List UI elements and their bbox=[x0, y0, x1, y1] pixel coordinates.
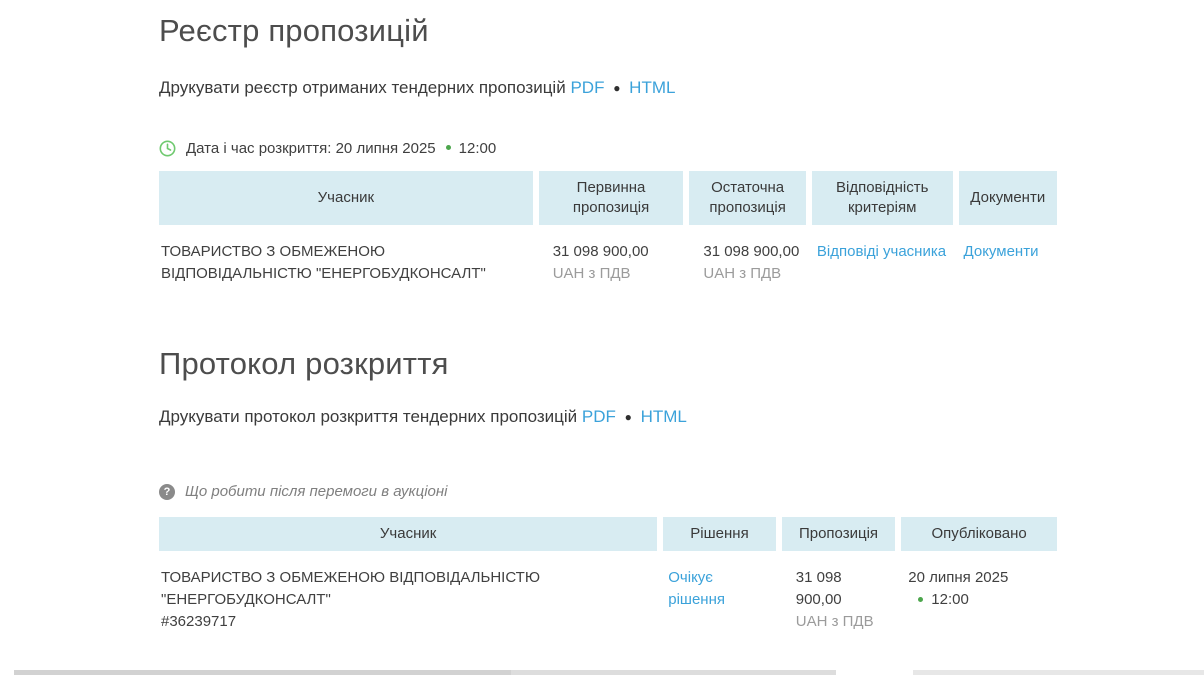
registry-print-text: Друкувати реєстр отриманих тендерних про… bbox=[159, 78, 566, 97]
col-header-documents: Документи bbox=[958, 171, 1057, 225]
auction-help-line: ? Що робити після перемоги в аукціоні bbox=[159, 483, 1064, 500]
auction-help-link[interactable]: Що робити після перемоги в аукціоні bbox=[185, 483, 448, 500]
col-header-criteria: Відповідність критеріям bbox=[811, 171, 953, 225]
time-bullet-icon bbox=[918, 596, 924, 602]
scrollbar-track-segment bbox=[511, 670, 836, 675]
horizontal-scrollbar bbox=[0, 670, 1204, 675]
registry-title: Реєстр пропозицій bbox=[159, 13, 429, 48]
scrollbar-track-segment bbox=[913, 670, 1204, 675]
proposal-vat: UAH з ПДВ bbox=[795, 613, 874, 630]
main-content: Реєстр пропозицій Друкувати реєстр отрим… bbox=[159, 0, 1064, 649]
final-amount: 31 098 900,00 bbox=[703, 243, 800, 260]
col-header-decision: Рішення bbox=[663, 517, 776, 551]
col-header-participant: Учасник bbox=[159, 517, 658, 551]
protocol-print-line: Друкувати протокол розкриття тендерних п… bbox=[159, 407, 1064, 427]
scrollbar-thumb[interactable] bbox=[14, 670, 511, 675]
final-proposal-cell: 31 098 900,00 UAH з ПДВ bbox=[689, 225, 806, 301]
participant-code: #36239717 bbox=[161, 613, 237, 630]
col-header-participant: Учасник bbox=[159, 171, 533, 225]
protocol-html-link[interactable]: HTML bbox=[640, 407, 687, 426]
disclosure-protocol-table: Учасник Рішення Пропозиція Опубліковано … bbox=[153, 517, 1063, 649]
participant-name: ТОВАРИСТВО З ОБМЕЖЕНОЮ ВІДПОВІДАЛЬНІСТЮ … bbox=[161, 569, 540, 608]
registry-print-line: Друкувати реєстр отриманих тендерних про… bbox=[159, 78, 1064, 98]
proposal-amount: 31 098 900,00 bbox=[795, 569, 842, 608]
table-row: ТОВАРИСТВО З ОБМЕЖЕНОЮ ВІДПОВІДАЛЬНІСТЮ … bbox=[159, 551, 1057, 649]
decision-cell: Очікує рішення bbox=[663, 551, 776, 649]
disclosure-date: 20 липня 2025 bbox=[335, 140, 436, 157]
participant-cell: ТОВАРИСТВО З ОБМЕЖЕНОЮ ВІДПОВІДАЛЬНІСТЮ … bbox=[159, 551, 657, 649]
published-time-line: 12:00 bbox=[918, 589, 1051, 611]
final-vat: UAH з ПДВ bbox=[703, 265, 782, 282]
col-header-final-proposal: Остаточна пропозиція bbox=[689, 171, 806, 225]
initial-proposal-cell: 31 098 900,00 UAH з ПДВ bbox=[539, 225, 684, 301]
col-header-initial-proposal: Первинна пропозиція bbox=[538, 171, 684, 225]
question-icon: ? bbox=[159, 483, 175, 500]
published-time: 12:00 bbox=[931, 591, 969, 608]
bullet-separator-icon: ● bbox=[624, 410, 632, 424]
table-row: ТОВАРИСТВО З ОБМЕЖЕНОЮ ВІДПОВІДАЛЬНІСТЮ … bbox=[159, 225, 1057, 301]
disclosure-datetime: Дата і час розкриття: 20 липня 2025 12:0… bbox=[159, 140, 1064, 157]
col-header-proposal: Пропозиція bbox=[781, 517, 896, 551]
bullet-separator-icon: ● bbox=[613, 81, 621, 95]
clock-icon bbox=[159, 140, 176, 157]
decision-status-link[interactable]: Очікує рішення bbox=[668, 569, 725, 608]
table-header-row: Учасник Рішення Пропозиція Опубліковано bbox=[159, 517, 1057, 551]
protocol-print-text: Друкувати протокол розкриття тендерних п… bbox=[159, 407, 578, 426]
criteria-cell: Відповіді учасника bbox=[812, 225, 953, 301]
proposal-cell: 31 098 900,00 UAH з ПДВ bbox=[782, 551, 896, 649]
registry-pdf-link[interactable]: PDF bbox=[570, 78, 605, 97]
proposals-register-table: Учасник Первинна пропозиція Остаточна пр… bbox=[153, 171, 1063, 301]
protocol-title: Протокол розкриття bbox=[159, 346, 449, 381]
disclosure-label: Дата і час розкриття: bbox=[186, 140, 332, 157]
participant-name: ТОВАРИСТВО З ОБМЕЖЕНОЮ ВІДПОВІДАЛЬНІСТЮ … bbox=[161, 243, 486, 282]
documents-link[interactable]: Документи bbox=[963, 243, 1039, 260]
documents-cell: Документи bbox=[959, 225, 1057, 301]
col-header-published: Опубліковано bbox=[901, 517, 1057, 551]
published-date: 20 липня 2025 bbox=[908, 569, 1009, 586]
disclosure-time: 12:00 bbox=[458, 140, 497, 157]
published-cell: 20 липня 2025 12:00 bbox=[901, 551, 1057, 649]
initial-vat: UAH з ПДВ bbox=[552, 265, 631, 282]
initial-amount: 31 098 900,00 bbox=[552, 243, 649, 260]
protocol-pdf-link[interactable]: PDF bbox=[581, 407, 616, 426]
time-bullet-icon bbox=[445, 145, 451, 150]
registry-html-link[interactable]: HTML bbox=[629, 78, 676, 97]
table-header-row: Учасник Первинна пропозиція Остаточна пр… bbox=[159, 171, 1057, 225]
participant-answers-link[interactable]: Відповіді учасника bbox=[816, 243, 947, 260]
